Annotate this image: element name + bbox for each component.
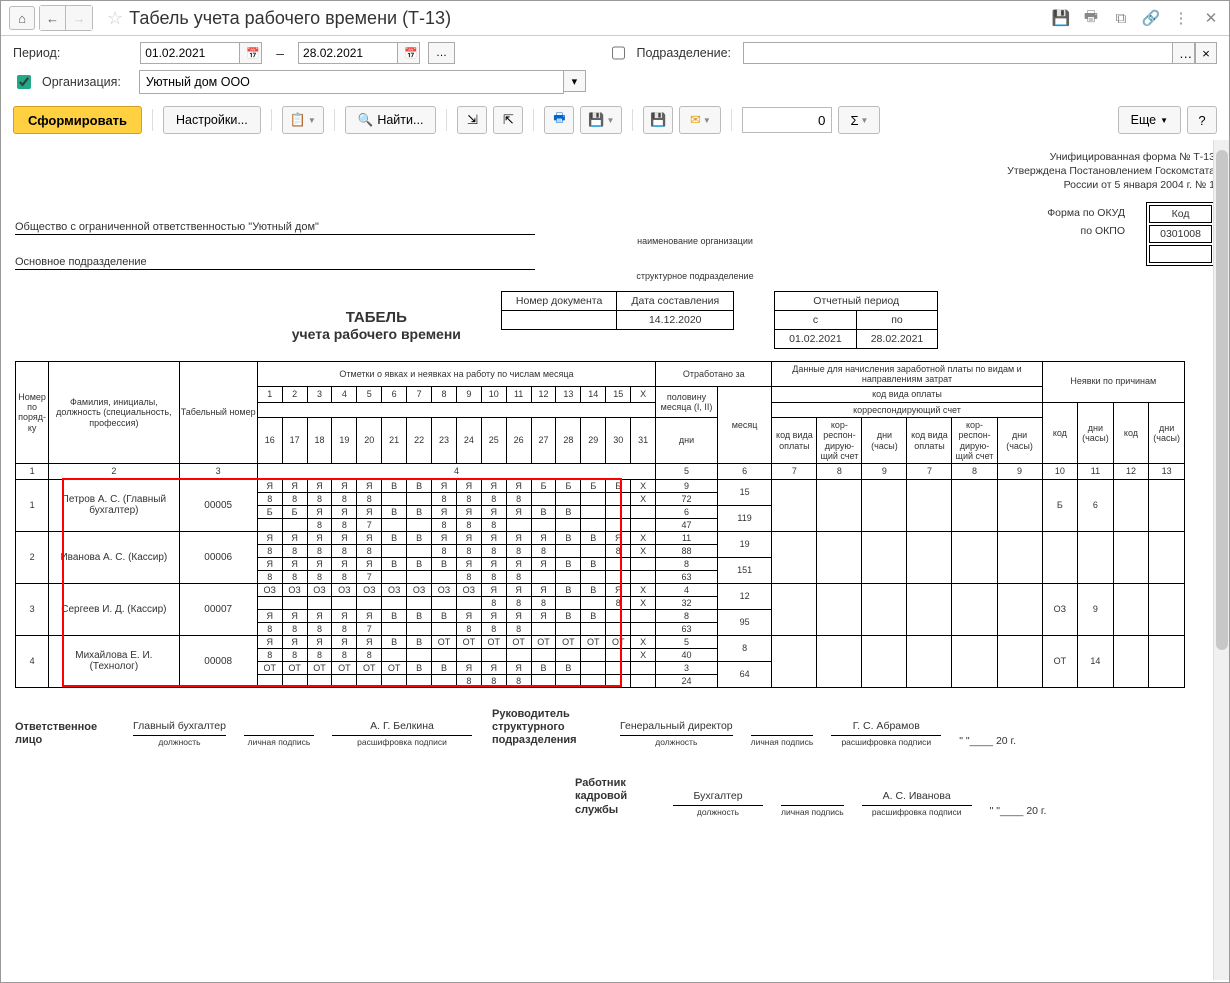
table-row: 4 Михайлова Е. И. (Технолог) 00008 ЯЯЯЯЯ…	[16, 635, 1185, 648]
back-button[interactable]: ←	[40, 6, 66, 30]
calendar-to-button[interactable]: 📅	[398, 42, 420, 64]
save-icon[interactable]: 💾	[1051, 8, 1071, 28]
report-area: Унифицированная форма № Т-13 Утверждена …	[1, 140, 1229, 980]
code-labels: Форма по ОКУД по ОКПО	[1047, 204, 1125, 240]
org-label: Организация:	[42, 75, 121, 89]
period-label: Период:	[13, 46, 132, 60]
report-period-table: Отчетный период спо 01.02.202128.02.2021	[774, 291, 938, 349]
dept-name-sub: структурное подразделение	[435, 271, 955, 281]
print-button[interactable]: 🖶	[544, 106, 574, 134]
find-button[interactable]: 🔍Найти...	[345, 106, 437, 134]
vertical-scrollbar[interactable]	[1213, 140, 1229, 980]
settings-button[interactable]: Настройки...	[163, 106, 261, 134]
forward-button[interactable]: →	[66, 6, 92, 30]
dept-checkbox[interactable]	[612, 46, 625, 60]
tabel-subtitle: учета рабочего времени	[292, 326, 461, 342]
period-from-input[interactable]	[140, 42, 240, 64]
period-picker-button[interactable]: …	[428, 42, 455, 64]
toolbar: Сформировать Настройки... 📋▼ 🔍Найти... ⇲…	[1, 100, 1229, 140]
doc-number-table: Номер документаДата составления 14.12.20…	[501, 291, 734, 330]
variants-button[interactable]: 📋▼	[282, 106, 324, 134]
tabel-title: ТАБЕЛЬ	[292, 309, 461, 326]
table-row: 1 Петров А. С. (Главный бухгалтер) 00005…	[16, 479, 1185, 492]
dept-label: Подразделение:	[636, 46, 731, 60]
preview-icon[interactable]: ⧉	[1111, 8, 1131, 28]
window-title: Табель учета рабочего времени (Т-13)	[129, 8, 1051, 29]
more-button[interactable]: Еще ▼	[1118, 106, 1181, 134]
table-row: 2 Иванова А. С. (Кассир) 00006 ЯЯЯЯЯВВЯЯ…	[16, 531, 1185, 544]
link-icon[interactable]: 🔗	[1141, 8, 1161, 28]
print-icon[interactable]: 🖶	[1081, 8, 1101, 28]
org-name-line: Общество с ограниченной ответственностью…	[15, 199, 535, 235]
sum-input[interactable]	[742, 107, 832, 133]
period-dash: –	[276, 45, 284, 61]
signatures-area: Ответственное лицо Главный бухгалтердолж…	[15, 708, 1215, 748]
dept-clear-button[interactable]: ×	[1195, 42, 1217, 64]
titlebar: ⌂ ← → ☆ Табель учета рабочего времени (Т…	[1, 1, 1229, 36]
period-to-input[interactable]	[298, 42, 398, 64]
collapse-button[interactable]: ⇱	[493, 106, 523, 134]
org-row: Организация: ▾	[1, 70, 1229, 100]
menu-dots-icon[interactable]: ⋮	[1171, 8, 1191, 28]
dept-input[interactable]	[743, 42, 1173, 64]
sigma-button[interactable]: Σ▼	[838, 106, 880, 134]
home-button[interactable]: ⌂	[9, 6, 35, 30]
generate-button[interactable]: Сформировать	[13, 106, 142, 134]
close-icon[interactable]: ✕	[1201, 8, 1221, 28]
code-box: Код 0301008	[1146, 202, 1215, 266]
hr-signature-area: Работник кадровой службы Бухгалтердолжно…	[575, 777, 1215, 817]
save-as-button[interactable]: 💾▼	[580, 106, 622, 134]
calendar-from-button[interactable]: 📅	[240, 42, 262, 64]
org-select[interactable]	[139, 70, 564, 94]
timesheet-table: Номер по поряд-ку Фамилия, инициалы, дол…	[15, 361, 1185, 688]
expand-button[interactable]: ⇲	[457, 106, 487, 134]
period-row: Период: 📅 – 📅 … Подразделение: … ×	[1, 36, 1229, 70]
org-dropdown-button[interactable]: ▾	[564, 70, 586, 92]
dept-name-line: Основное подразделение	[15, 252, 535, 270]
help-button[interactable]: ?	[1187, 106, 1217, 134]
org-checkbox[interactable]	[17, 75, 31, 89]
dept-picker-button[interactable]: …	[1173, 42, 1195, 64]
table-row: 3 Сергеев И. Д. (Кассир) 00007 ОЗОЗОЗОЗО…	[16, 583, 1185, 596]
favorite-star-icon[interactable]: ☆	[107, 8, 123, 29]
save2-button[interactable]: 💾	[643, 106, 673, 134]
form-header: Унифицированная форма № Т-13 Утверждена …	[15, 150, 1215, 193]
mail-button[interactable]: ✉▼	[679, 106, 721, 134]
org-name-sub: наименование организации	[435, 236, 955, 246]
